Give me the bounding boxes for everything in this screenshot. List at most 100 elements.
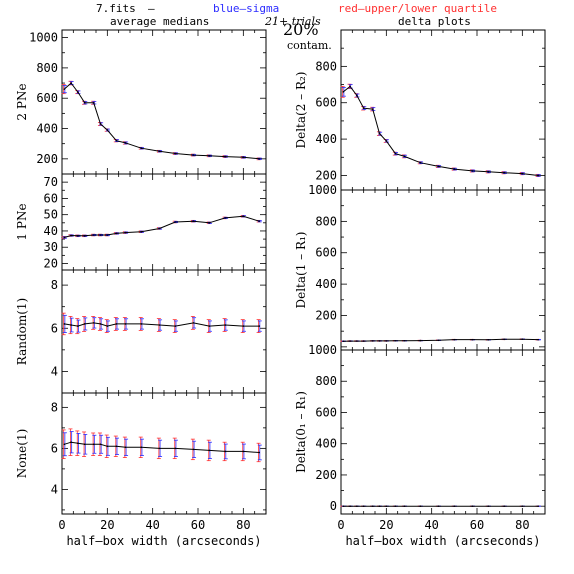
data-point xyxy=(224,324,226,326)
y-tick-label: 70 xyxy=(44,175,58,189)
data-point xyxy=(419,505,422,507)
data-point xyxy=(362,107,365,109)
data-point xyxy=(242,450,245,453)
data-point xyxy=(124,323,127,325)
data-point xyxy=(77,325,79,327)
data-point xyxy=(503,171,506,174)
data-point xyxy=(371,505,374,507)
data-point xyxy=(106,445,109,448)
data-point xyxy=(371,340,374,342)
y-tick-label: 400 xyxy=(315,437,337,451)
data-point xyxy=(224,450,226,453)
file-title: 7.fits xyxy=(96,2,136,15)
data-point xyxy=(258,220,261,222)
median-line-right-1 xyxy=(342,85,539,176)
data-point xyxy=(208,449,211,452)
left-column-title: average medians xyxy=(110,15,210,28)
data-point xyxy=(174,221,177,223)
y-tick-label: 800 xyxy=(315,59,337,73)
median-line-left-1 xyxy=(63,82,260,160)
data-point xyxy=(192,154,195,156)
x-tick-label: 0 xyxy=(58,518,65,532)
data-point xyxy=(349,85,351,88)
data-point xyxy=(394,505,397,507)
y-tick-label: 600 xyxy=(315,405,337,419)
data-point xyxy=(503,505,506,507)
x-axis-label: half–box width (arcseconds) xyxy=(66,534,261,548)
data-point xyxy=(362,340,365,342)
data-point xyxy=(174,152,177,155)
y-tick-label: 200 xyxy=(315,308,337,322)
data-point xyxy=(385,340,388,342)
data-point xyxy=(242,156,245,159)
data-point xyxy=(70,82,72,84)
data-point xyxy=(115,323,118,325)
contam-percent: 20% xyxy=(283,20,319,39)
data-point xyxy=(124,446,127,449)
panel-frame-right-1 xyxy=(340,29,546,191)
panel-frame-left-2 xyxy=(61,173,267,271)
x-tick-label: 60 xyxy=(191,518,205,532)
data-point xyxy=(77,442,79,445)
data-point xyxy=(437,165,440,168)
data-point xyxy=(521,172,524,175)
data-point xyxy=(174,325,177,327)
data-point xyxy=(378,132,381,135)
data-point xyxy=(99,123,102,125)
panel-frame-right-2 xyxy=(340,189,546,351)
data-point xyxy=(99,323,102,325)
data-point xyxy=(258,325,261,327)
data-point xyxy=(242,325,245,327)
data-point xyxy=(115,139,118,142)
data-point xyxy=(106,129,109,131)
data-point xyxy=(403,155,406,158)
y-tick-label: 800 xyxy=(315,214,337,228)
data-point xyxy=(63,88,66,90)
data-point xyxy=(356,505,358,507)
data-point xyxy=(224,217,226,219)
y-tick-label: 4 xyxy=(51,482,58,496)
y-tick-label: 200 xyxy=(315,468,337,482)
y-tick-label: 60 xyxy=(44,191,58,205)
x-tick-label: 20 xyxy=(379,518,393,532)
data-point xyxy=(158,150,161,153)
y-tick-label: 40 xyxy=(44,224,58,238)
data-point xyxy=(140,323,143,325)
data-point xyxy=(140,446,143,449)
data-point xyxy=(140,147,143,150)
y-tick-label: 6 xyxy=(51,441,58,455)
data-point xyxy=(63,236,66,239)
data-point xyxy=(362,505,365,507)
data-point xyxy=(208,222,211,224)
data-point xyxy=(419,339,422,342)
data-point xyxy=(403,505,406,507)
title-dash: – xyxy=(148,2,155,15)
x-tick-label: 60 xyxy=(470,518,484,532)
data-point xyxy=(83,101,86,104)
data-point xyxy=(537,174,539,177)
y-tick-label: 8 xyxy=(51,278,58,292)
panel-frame-left-3 xyxy=(61,269,267,394)
data-point xyxy=(124,142,127,144)
trials-label: 21+ trials xyxy=(265,15,321,28)
y-tick-label: 1000 xyxy=(308,183,337,197)
data-point xyxy=(115,445,118,448)
data-point xyxy=(521,505,524,507)
data-point xyxy=(356,340,358,342)
data-point xyxy=(124,231,127,234)
data-point xyxy=(437,339,440,342)
data-point xyxy=(471,338,474,341)
data-point xyxy=(394,339,397,342)
data-point xyxy=(106,325,109,327)
data-point xyxy=(537,338,539,341)
data-point xyxy=(378,340,381,342)
data-point xyxy=(83,235,86,237)
data-point xyxy=(487,505,490,507)
data-point xyxy=(371,108,374,110)
data-point xyxy=(192,448,195,451)
data-point xyxy=(158,447,161,450)
data-point xyxy=(453,505,456,507)
data-point xyxy=(356,94,358,97)
data-point xyxy=(99,234,102,236)
data-point xyxy=(342,505,345,507)
